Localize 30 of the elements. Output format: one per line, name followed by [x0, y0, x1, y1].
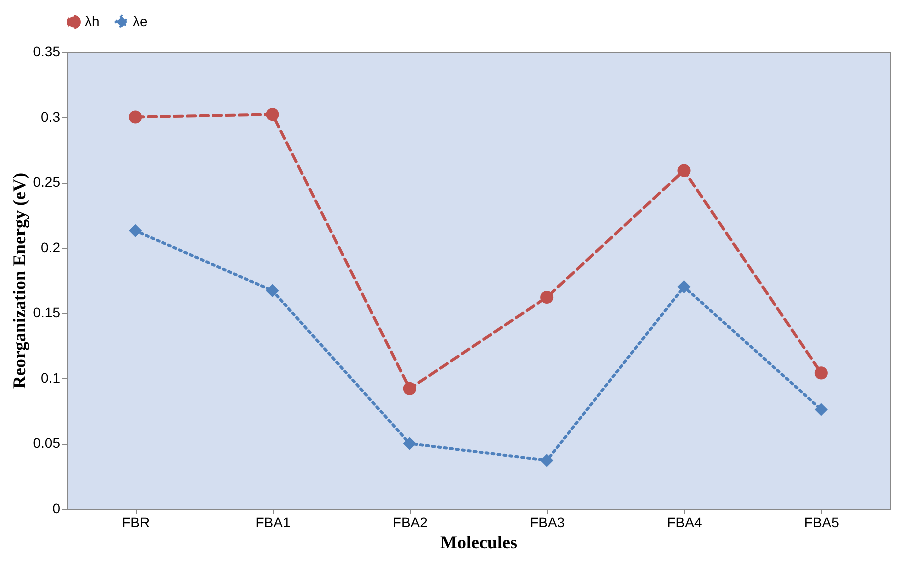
y-axis-title: Reorganization Energy (eV)	[9, 173, 30, 389]
x-tick-label: FBA4	[667, 514, 702, 530]
x-tick-label: FBR	[122, 514, 150, 530]
x-tick-label: FBA5	[804, 514, 840, 530]
point	[266, 284, 280, 298]
y-tick-label: 0.05	[33, 435, 61, 452]
y-tick-label: 0.2	[41, 239, 61, 256]
x-tick-label: FBA3	[530, 514, 566, 530]
y-tick-label: 0	[52, 500, 61, 516]
y-tick-label: 0.1	[41, 370, 61, 386]
legend-label: λh	[85, 13, 100, 30]
y-tick-label: 0.25	[33, 174, 61, 190]
point	[814, 366, 828, 380]
point	[403, 437, 416, 450]
point	[678, 164, 691, 178]
y-tick-label: 0.3	[41, 108, 61, 125]
point	[403, 382, 416, 396]
point	[129, 224, 142, 238]
point	[540, 290, 554, 304]
point	[678, 280, 691, 294]
point	[540, 454, 554, 468]
point	[129, 110, 142, 124]
y-tick-label: 0.15	[33, 304, 61, 321]
x-tick-label: FBA1	[256, 514, 291, 530]
point	[814, 403, 828, 416]
legend-label: λe	[133, 13, 148, 30]
x-axis-title: Molecules	[440, 532, 518, 552]
point	[266, 108, 280, 122]
x-tick-label: FBA2	[392, 514, 428, 530]
y-tick-label: 0.35	[33, 44, 61, 60]
